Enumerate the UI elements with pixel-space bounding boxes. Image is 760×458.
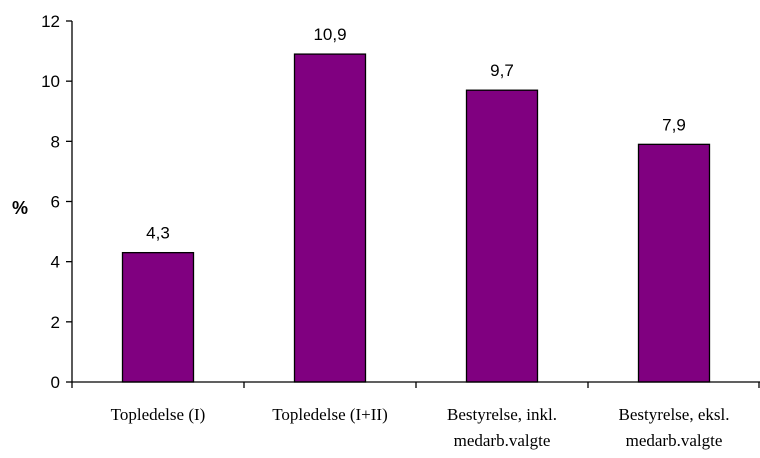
y-axis-ticks: 0 2 4 6 8 10 12 bbox=[41, 12, 72, 392]
bars-group bbox=[121, 53, 711, 383]
y-tick-label: 4 bbox=[51, 253, 60, 272]
y-tick-label: 6 bbox=[51, 193, 60, 212]
axes bbox=[71, 21, 760, 388]
x-category-label: medarb.valgte bbox=[626, 431, 723, 450]
bar-data-label: 9,7 bbox=[490, 61, 514, 80]
y-axis-title: % bbox=[12, 198, 28, 218]
x-category-label: Topledelse (I+II) bbox=[272, 405, 388, 424]
y-tick-label: 0 bbox=[51, 373, 60, 392]
x-category-label: Bestyrelse, eksl. bbox=[619, 405, 730, 424]
bar bbox=[465, 89, 539, 383]
data-labels-group: 4,3 10,9 9,7 7,9 bbox=[146, 25, 686, 243]
bar bbox=[121, 251, 195, 383]
bar bbox=[637, 143, 711, 383]
bar bbox=[293, 53, 367, 383]
y-tick-label: 12 bbox=[41, 12, 60, 31]
x-category-label: Topledelse (I) bbox=[111, 405, 206, 424]
x-axis-labels: Topledelse (I) Topledelse (I+II) Bestyrels… bbox=[111, 405, 730, 450]
y-tick-label: 8 bbox=[51, 132, 60, 151]
x-category-label: Bestyrelse, inkl. bbox=[447, 405, 557, 424]
bar-data-label: 7,9 bbox=[662, 115, 686, 134]
bar-data-label: 10,9 bbox=[313, 25, 346, 44]
x-category-label: medarb.valgte bbox=[454, 431, 551, 450]
y-tick-label: 10 bbox=[41, 72, 60, 91]
bar-data-label: 4,3 bbox=[146, 224, 170, 243]
y-tick-label: 2 bbox=[51, 313, 60, 332]
